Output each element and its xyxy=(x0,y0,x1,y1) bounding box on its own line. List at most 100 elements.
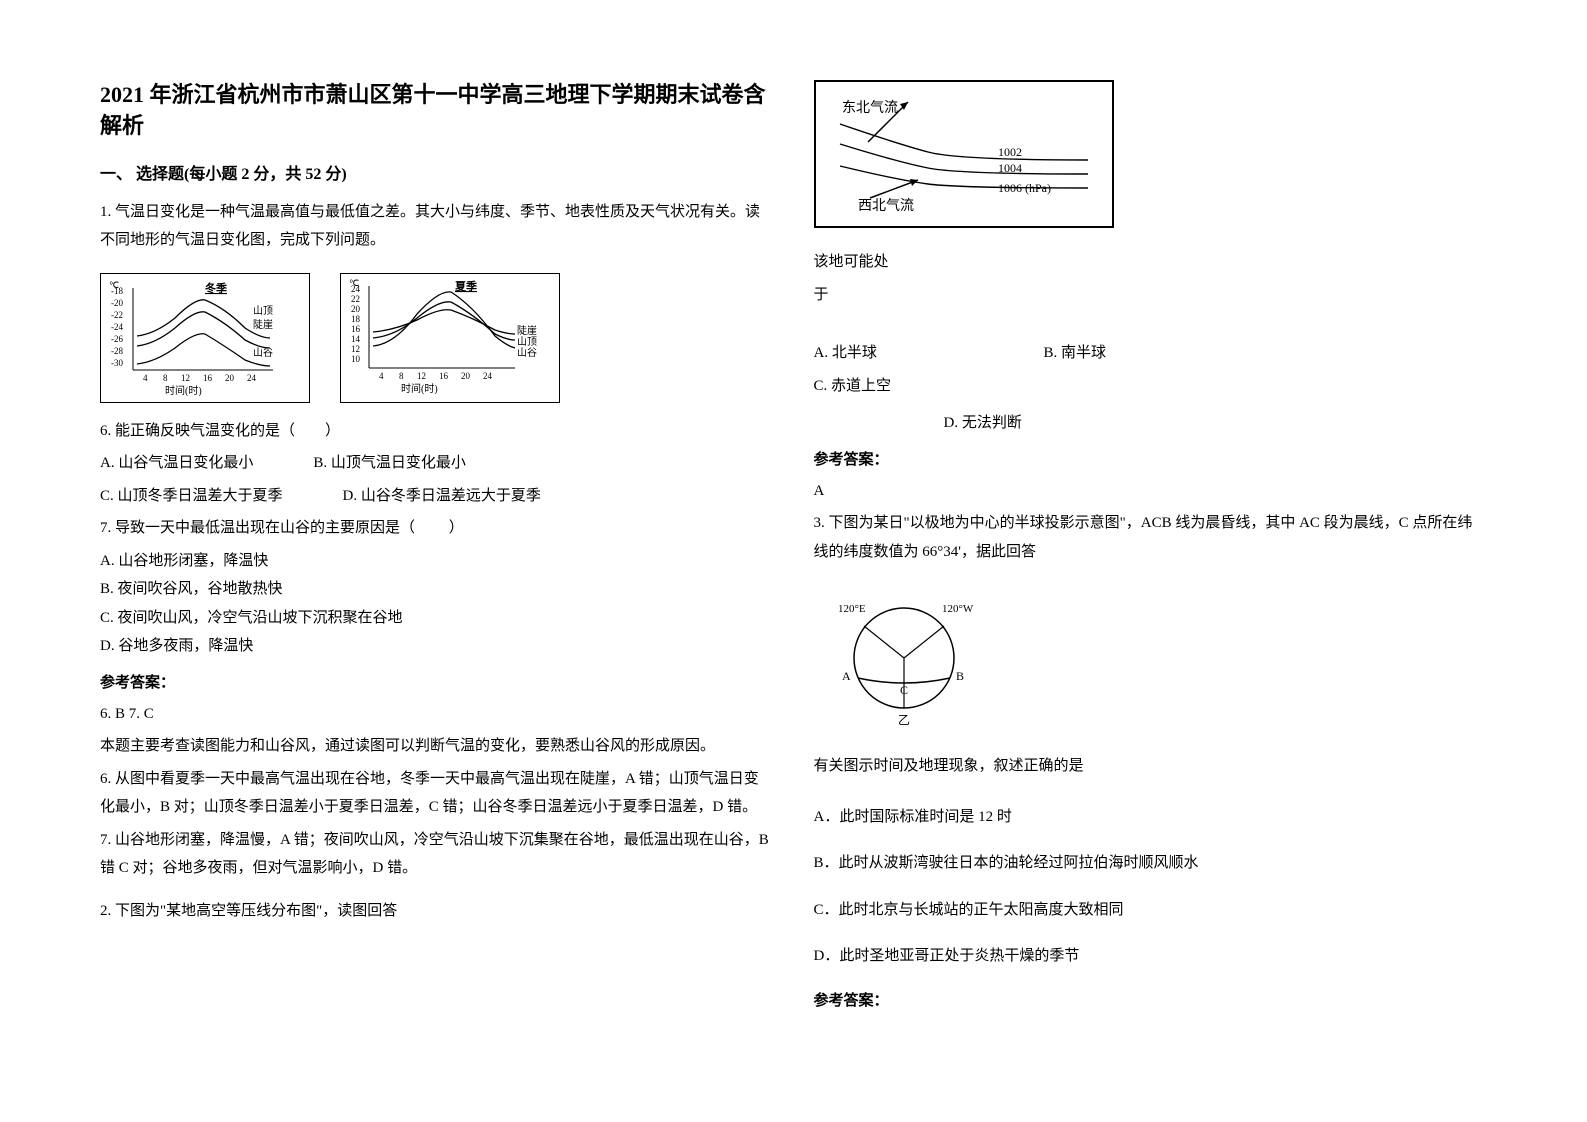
ytick: 10 xyxy=(351,354,361,364)
ne-airflow-label: 东北气流 xyxy=(842,100,898,116)
q1-explain2: 6. 从图中看夏季一天中最高气温出现在谷地，冬季一天中最高气温出现在陡崖，A 错… xyxy=(100,765,774,822)
q1-answer-label: 参考答案： xyxy=(100,671,774,692)
series-valley xyxy=(373,291,515,347)
xtick: 8 xyxy=(399,371,404,381)
ytick: -28 xyxy=(111,346,123,356)
q3-diagram: 120°E 120°W A B C 乙 xyxy=(814,588,1488,728)
series-label: 山谷 xyxy=(253,347,273,359)
q3-intro: 3. 下图为某日"以极地为中心的半球投影示意图"，ACB 线为晨昏线，其中 AC… xyxy=(814,509,1488,566)
chart-summer: 24 22 20 18 16 14 12 10 ℃ 4 8 12 16 20 2… xyxy=(340,273,560,403)
q6-options-ab: A. 山谷气温日变化最小 B. 山顶气温日变化最小 xyxy=(100,449,774,478)
yunit: ℃ xyxy=(349,278,359,288)
q2-stem2: 于 xyxy=(814,281,1488,310)
ytick: 22 xyxy=(351,294,360,304)
nw-airflow-label: 西北气流 xyxy=(858,198,914,214)
q3-answer-label: 参考答案： xyxy=(814,989,1488,1010)
label-120e: 120°E xyxy=(838,603,866,615)
q3-optD: D．此时圣地亚哥正处于炎热干燥的季节 xyxy=(814,942,1488,971)
pt-b: B xyxy=(956,669,964,683)
right-column: 东北气流 1002 1004 1006 (hPa) 西北气流 该地可能处 于 A… xyxy=(814,80,1488,1082)
q3-stem: 有关图示时间及地理现象，叙述正确的是 xyxy=(814,752,1488,781)
ytick: -24 xyxy=(111,322,123,332)
q2-answer: A xyxy=(814,477,1488,506)
q2-diagram: 东北气流 1002 1004 1006 (hPa) 西北气流 xyxy=(814,80,1114,228)
ytick: -30 xyxy=(111,358,123,368)
xtick: 12 xyxy=(417,371,426,381)
q7-optC: C. 夜间吹山风，冷空气沿山坡下沉积聚在谷地 xyxy=(100,604,774,633)
q2-optD: D. 无法判断 xyxy=(944,415,1022,431)
left-column: 2021 年浙江省杭州市市萧山区第十一中学高三地理下学期期末试卷含解析 一、 选… xyxy=(100,80,774,1082)
meridian-120e xyxy=(864,626,904,658)
pt-z: 乙 xyxy=(898,713,910,727)
exam-title: 2021 年浙江省杭州市市萧山区第十一中学高三地理下学期期末试卷含解析 xyxy=(100,80,774,142)
q6-optB: B. 山顶气温日变化最小 xyxy=(313,449,466,478)
q2-diagram-svg: 东北气流 1002 1004 1006 (hPa) 西北气流 xyxy=(828,94,1098,214)
ytick: 14 xyxy=(351,334,361,344)
q6-optC: C. 山顶冬季日温差大于夏季 xyxy=(100,482,283,511)
nw-arrow xyxy=(870,180,918,198)
xlabel: 时间(时) xyxy=(165,384,202,397)
q1-charts: -18 -20 -22 -24 -26 -28 -30 ℃ 4 8 12 16 … xyxy=(100,273,774,403)
q1-answer-line: 6. B 7. C xyxy=(100,700,774,729)
ytick: 12 xyxy=(351,344,360,354)
q2-optB: B. 南半球 xyxy=(1044,337,1274,370)
ytick: -26 xyxy=(111,334,123,344)
series-label: 陡崖 xyxy=(517,325,537,337)
q2-answer-label: 参考答案： xyxy=(814,448,1488,469)
q6-optD: D. 山谷冬季日温差远大于夏季 xyxy=(343,482,541,511)
q1-explain1: 本题主要考查读图能力和山谷风，通过读图可以判断气温的变化，要熟悉山谷风的形成原因… xyxy=(100,732,774,761)
pt-a: A xyxy=(842,669,851,683)
q6-optA: A. 山谷气温日变化最小 xyxy=(100,449,253,478)
q2-optA: A. 北半球 xyxy=(814,337,1044,370)
ytick: -20 xyxy=(111,298,123,308)
q7-optD: D. 谷地多夜雨，降温快 xyxy=(100,632,774,661)
xtick: 20 xyxy=(225,373,235,383)
q7-optA: A. 山谷地形闭塞，降温快 xyxy=(100,547,774,576)
q3-diagram-svg: 120°E 120°W A B C 乙 xyxy=(814,588,1004,728)
q2-optC: C. 赤道上空 xyxy=(814,370,1044,403)
series-label: 陡崖 xyxy=(253,319,273,331)
pt-c: C xyxy=(900,683,908,697)
q1-intro: 1. 气温日变化是一种气温最高值与最低值之差。其大小与纬度、季节、地表性质及天气… xyxy=(100,198,774,255)
series-cliff xyxy=(373,309,515,333)
isobar-1004 xyxy=(840,144,1088,174)
xtick: 24 xyxy=(483,371,493,381)
xtick: 4 xyxy=(379,371,384,381)
q2-intro: 2. 下图为"某地高空等压线分布图"，读图回答 xyxy=(100,897,774,926)
isobar-label: 1004 xyxy=(998,161,1022,175)
series-peak xyxy=(137,299,270,337)
meridian-120w xyxy=(904,626,944,658)
q3-optA: A．此时国际标准时间是 12 时 xyxy=(814,803,1488,832)
q7-stem: 7. 导致一天中最低温出现在山谷的主要原因是（ ） xyxy=(100,514,774,543)
q2-stem1: 该地可能处 xyxy=(814,248,1488,277)
q2-options: A. 北半球 B. 南半球 C. 赤道上空 xyxy=(814,337,1488,403)
xtick: 20 xyxy=(461,371,471,381)
section-1-header: 一、 选择题(每小题 2 分，共 52 分) xyxy=(100,160,774,184)
q6-options-cd: C. 山顶冬季日温差大于夏季 D. 山谷冬季日温差远大于夏季 xyxy=(100,482,774,511)
isobar-label: 1002 xyxy=(998,145,1022,159)
q3-optC: C．此时北京与长城站的正午太阳高度大致相同 xyxy=(814,896,1488,925)
series-label: 山谷 xyxy=(517,347,537,359)
chart-winter: -18 -20 -22 -24 -26 -28 -30 ℃ 4 8 12 16 … xyxy=(100,273,310,403)
series-valley xyxy=(137,333,270,365)
series-label: 山顶 xyxy=(517,336,537,348)
q7-optB: B. 夜间吹谷风，谷地散热快 xyxy=(100,575,774,604)
q3-optB: B．此时从波斯湾驶往日本的油轮经过阿拉伯海时顺风顺水 xyxy=(814,849,1488,878)
chart-summer-svg: 24 22 20 18 16 14 12 10 ℃ 4 8 12 16 20 2… xyxy=(345,278,555,398)
xtick: 24 xyxy=(247,373,257,383)
isobar-label: 1006 (hPa) xyxy=(998,181,1051,195)
q2-optD-row: D. 无法判断 xyxy=(814,409,1488,438)
xtick: 4 xyxy=(143,373,148,383)
q1-explain3: 7. 山谷地形闭塞，降温慢，A 错；夜间吹山风，冷空气沿山坡下沉集聚在谷地，最低… xyxy=(100,826,774,883)
xtick: 12 xyxy=(181,373,190,383)
ytick: 20 xyxy=(351,304,361,314)
ytick: 18 xyxy=(351,314,361,324)
ytick: 16 xyxy=(351,324,361,334)
xtick: 16 xyxy=(203,373,213,383)
q6-stem: 6. 能正确反映气温变化的是（ ） xyxy=(100,417,774,446)
ytick: -22 xyxy=(111,310,123,320)
xlabel: 时间(时) xyxy=(401,382,438,395)
chart-label: 冬季 xyxy=(205,281,228,295)
chart-winter-svg: -18 -20 -22 -24 -26 -28 -30 ℃ 4 8 12 16 … xyxy=(105,278,305,398)
chart-label: 夏季 xyxy=(455,279,478,293)
